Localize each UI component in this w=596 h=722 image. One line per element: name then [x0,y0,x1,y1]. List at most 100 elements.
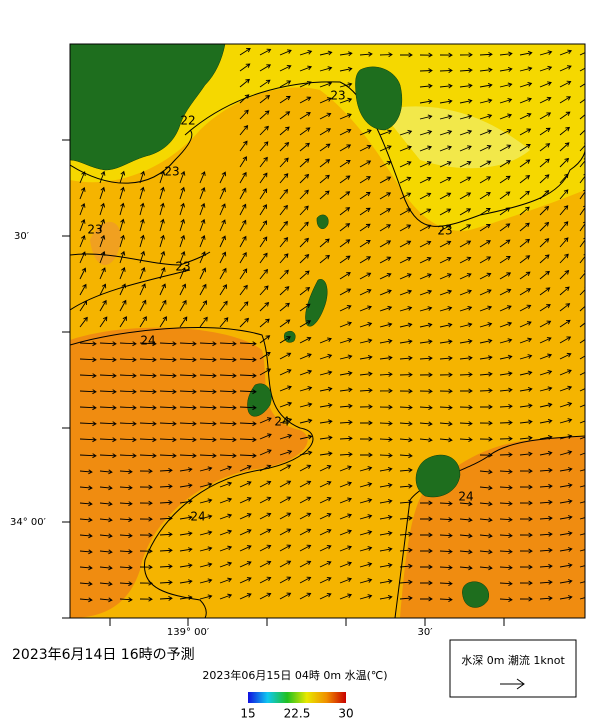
current-arrow [399,224,412,232]
current-arrow [499,113,512,120]
current-arrow [379,452,393,458]
current-arrow [159,170,166,184]
current-arrow [179,250,186,264]
current-arrow [539,369,553,376]
current-arrow [159,453,177,459]
current-arrow [79,373,97,379]
current-arrow [519,564,533,570]
current-arrow [119,389,137,395]
current-arrow [459,437,473,443]
current-arrow [299,189,309,200]
current-arrow [179,453,197,459]
current-arrow [499,51,513,57]
current-arrow [399,595,413,601]
current-arrow [399,192,412,200]
current-arrow [579,533,585,536]
current-arrow [219,341,237,347]
current-arrow [519,144,531,152]
current-arrow [519,548,533,554]
current-arrow [259,496,272,504]
current-arrow [559,515,573,520]
current-arrow [439,114,453,120]
current-arrow [559,434,573,440]
current-arrow [419,355,433,361]
current-arrow [439,306,453,312]
lat-label: 30′ [14,231,30,242]
contour-label: 24 [458,490,473,504]
current-arrow [399,339,413,345]
current-arrow [439,597,453,602]
current-arrow [159,564,173,569]
current-arrow [199,283,207,296]
current-arrow [339,128,352,136]
current-arrow [219,267,227,280]
current-arrow [539,127,551,136]
current-arrow [299,205,309,216]
current-arrow [479,565,493,571]
current-arrow [439,52,453,58]
contour-label: 24 [274,415,289,429]
current-arrow [199,373,217,379]
current-arrow [179,483,193,489]
current-arrow [459,404,473,410]
current-arrow [79,341,97,347]
current-arrow [539,65,553,72]
current-arrow [559,531,573,536]
current-arrow [99,373,117,379]
current-arrow [499,160,511,168]
current-arrow [259,236,268,248]
current-arrow [139,186,145,200]
current-arrow [439,549,453,554]
current-arrow [359,452,373,458]
current-arrow [259,301,270,312]
current-arrow [199,357,217,363]
current-arrow [359,482,373,488]
current-arrow [319,529,332,536]
current-arrow [279,319,291,328]
current-arrow [319,370,333,376]
current-arrow [479,289,492,296]
current-arrow [219,187,226,200]
current-arrow [139,580,153,586]
current-arrow [579,355,585,360]
current-arrow [239,317,250,328]
current-arrow [139,283,146,296]
current-arrow [439,421,453,427]
current-arrow [479,404,493,410]
current-arrow [339,223,351,232]
current-arrow [179,202,185,216]
current-arrow [559,303,571,312]
current-arrow [199,421,217,427]
current-arrow [179,283,187,296]
current-arrow [219,513,233,520]
current-arrow [559,401,573,408]
current-arrow [519,97,532,104]
current-arrow [579,420,585,424]
current-arrow [579,597,585,600]
current-arrow [319,561,332,568]
current-arrow [119,299,127,312]
current-arrow [499,354,513,360]
current-arrow [459,273,472,280]
current-arrow [339,82,353,88]
current-arrow [299,237,309,248]
current-arrow [339,593,352,600]
current-arrow [199,341,217,347]
current-arrow [359,338,373,344]
current-arrow [399,322,413,328]
current-arrow [199,594,213,600]
current-arrow [559,450,573,456]
current-arrow [379,289,392,296]
current-arrow [159,267,166,280]
current-arrow [159,421,177,427]
current-arrow [179,499,193,505]
current-arrow [339,272,351,280]
current-arrow [459,67,473,73]
current-arrow [419,548,433,554]
current-arrow [539,81,552,88]
current-arrow [519,50,533,56]
current-arrow [339,97,353,104]
current-arrow [399,256,412,264]
current-arrow [339,113,352,120]
current-arrow [559,336,572,344]
